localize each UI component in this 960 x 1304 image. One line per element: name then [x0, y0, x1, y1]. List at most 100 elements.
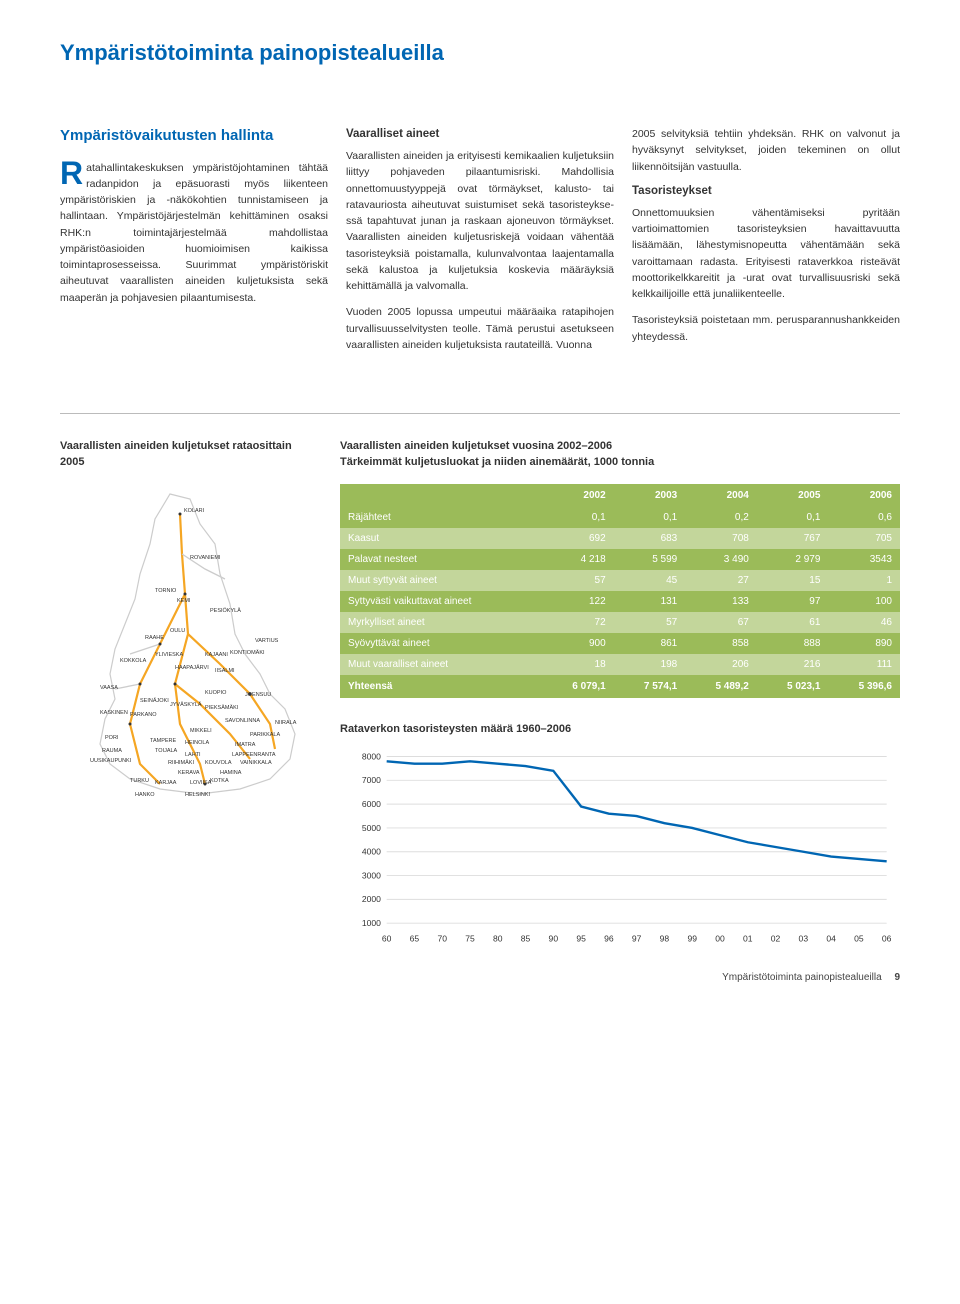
- svg-text:TORNIO: TORNIO: [155, 588, 177, 594]
- svg-text:LAHTI: LAHTI: [185, 752, 201, 758]
- svg-text:TAMPERE: TAMPERE: [150, 738, 177, 744]
- svg-text:96: 96: [604, 933, 614, 943]
- svg-text:KASKINEN: KASKINEN: [100, 710, 128, 716]
- svg-text:98: 98: [660, 933, 670, 943]
- table-header-cell: 2006: [828, 484, 900, 507]
- table-header-cell: 2004: [685, 484, 757, 507]
- svg-text:RAAHE: RAAHE: [145, 635, 164, 641]
- level-crossings-chart: 1000200030004000500060007000800060657075…: [340, 747, 900, 947]
- col3-p2: Onnettomuuksien vähentämiseksi pyritään …: [632, 205, 900, 303]
- svg-text:LAPPEENRANTA: LAPPEENRANTA: [232, 752, 276, 758]
- svg-text:OULU: OULU: [170, 628, 185, 634]
- svg-text:HANKO: HANKO: [135, 792, 155, 798]
- page-title: Ympäristötoiminta painopistealueilla: [60, 40, 900, 66]
- svg-text:NIIRALA: NIIRALA: [275, 720, 297, 726]
- col2-p2: Vuoden 2005 lopussa umpeutui määräaika r…: [346, 304, 614, 353]
- svg-text:KUOPIO: KUOPIO: [205, 690, 227, 696]
- svg-text:SEINÄJOKI: SEINÄJOKI: [140, 697, 169, 704]
- svg-text:KERAVA: KERAVA: [178, 770, 200, 776]
- table-row: Palavat nesteet4 2185 5993 4902 9793543: [340, 549, 900, 570]
- finland-map: KOLARI ROVANIEMI TORNIO KEMI PESIÖKYLÄ O…: [60, 484, 310, 804]
- transport-table: 20022003200420052006 Räjähteet0,10,10,20…: [340, 484, 900, 698]
- svg-text:8000: 8000: [362, 751, 381, 761]
- col1-p1: Ratahallintakeskuksen ympäristöjohtamine…: [60, 160, 328, 306]
- svg-text:KAJAANI: KAJAANI: [205, 652, 228, 658]
- table-header-cell: 2002: [542, 484, 614, 507]
- svg-text:1000: 1000: [362, 918, 381, 928]
- table-row: Räjähteet0,10,10,20,10,6: [340, 507, 900, 528]
- table-header-cell: [340, 484, 542, 507]
- table-row: Syövyttävät aineet900861858888890: [340, 633, 900, 654]
- svg-text:LOVIISA: LOVIISA: [190, 780, 212, 786]
- svg-text:RAUMA: RAUMA: [102, 748, 122, 754]
- table-row: Kaasut692683708767705: [340, 528, 900, 549]
- svg-text:85: 85: [521, 933, 531, 943]
- svg-text:06: 06: [882, 933, 892, 943]
- svg-text:75: 75: [465, 933, 475, 943]
- table-row: Muut vaaralliset aineet18198206216111: [340, 654, 900, 675]
- svg-text:JOENSUU: JOENSUU: [245, 692, 271, 698]
- svg-text:3000: 3000: [362, 870, 381, 880]
- svg-text:HELSINKI: HELSINKI: [185, 792, 211, 798]
- svg-text:KEMI: KEMI: [177, 598, 191, 604]
- column-2: Vaaralliset aineet Vaarallisten aineiden…: [346, 126, 614, 363]
- svg-text:04: 04: [826, 933, 836, 943]
- svg-text:IISALMI: IISALMI: [215, 668, 235, 674]
- col2-heading: Vaaralliset aineet: [346, 128, 614, 140]
- page-number: 9: [894, 972, 900, 983]
- svg-text:2000: 2000: [362, 894, 381, 904]
- intro-columns: Ympäristövaikutusten hallinta Ratahallin…: [60, 126, 900, 363]
- col3-heading: Tasoristeykset: [632, 185, 900, 197]
- svg-text:4000: 4000: [362, 847, 381, 857]
- svg-text:IMATRA: IMATRA: [235, 742, 256, 748]
- svg-text:KONTIOMÄKI: KONTIOMÄKI: [230, 649, 265, 656]
- svg-text:HAMINA: HAMINA: [220, 770, 242, 776]
- svg-text:HEINOLA: HEINOLA: [185, 740, 209, 746]
- svg-text:VAINIKKALA: VAINIKKALA: [240, 760, 272, 766]
- col2-p1: Vaarallisten aineiden ja erityisesti kem…: [346, 148, 614, 294]
- svg-text:KOLARI: KOLARI: [184, 508, 205, 514]
- page-footer: Ympäristötoiminta painopistealueilla 9: [60, 972, 900, 983]
- table-row: Myrkylliset aineet7257676146: [340, 612, 900, 633]
- footer-text: Ympäristötoiminta painopistealueilla: [722, 972, 882, 983]
- map-title: Vaarallisten aineiden kuljetukset rataos…: [60, 439, 310, 470]
- col3-p1: 2005 selvityksiä tehtiin yhdeksän. RHK o…: [632, 126, 900, 175]
- svg-text:KOUVOLA: KOUVOLA: [205, 760, 232, 766]
- svg-text:KOKKOLA: KOKKOLA: [120, 658, 147, 664]
- svg-text:KARJAA: KARJAA: [155, 780, 177, 786]
- svg-text:KOTKA: KOTKA: [210, 778, 229, 784]
- svg-text:ROVANIEMI: ROVANIEMI: [190, 555, 221, 561]
- svg-text:6000: 6000: [362, 799, 381, 809]
- svg-text:PESIÖKYLÄ: PESIÖKYLÄ: [210, 607, 241, 614]
- svg-text:97: 97: [632, 933, 642, 943]
- chart-title: Rataverkon tasoristeysten määrä 1960–200…: [340, 723, 900, 735]
- svg-text:99: 99: [687, 933, 697, 943]
- svg-text:TURKU: TURKU: [130, 778, 149, 784]
- svg-text:UUSIKAUPUNKI: UUSIKAUPUNKI: [90, 758, 132, 764]
- col3-p3: Tasoristeyksiä poistetaan mm. perusparan…: [632, 312, 900, 345]
- svg-text:YLIVIESKA: YLIVIESKA: [155, 652, 183, 658]
- table-row: Muut syttyvät aineet574527151: [340, 570, 900, 591]
- svg-text:JYVÄSKYLÄ: JYVÄSKYLÄ: [170, 701, 202, 708]
- svg-text:80: 80: [493, 933, 503, 943]
- svg-text:PARIKKALA: PARIKKALA: [250, 732, 280, 738]
- svg-text:7000: 7000: [362, 775, 381, 785]
- svg-text:95: 95: [576, 933, 586, 943]
- svg-text:VAASA: VAASA: [100, 685, 118, 691]
- svg-text:MIKKELI: MIKKELI: [190, 728, 212, 734]
- svg-text:03: 03: [799, 933, 809, 943]
- lower-section: Vaarallisten aineiden kuljetukset rataos…: [60, 439, 900, 952]
- svg-text:PARKANO: PARKANO: [130, 712, 157, 718]
- svg-text:05: 05: [854, 933, 864, 943]
- data-column: Vaarallisten aineiden kuljetukset vuosin…: [340, 439, 900, 952]
- svg-text:70: 70: [437, 933, 447, 943]
- table-title: Vaarallisten aineiden kuljetukset vuosin…: [340, 439, 900, 470]
- svg-text:65: 65: [410, 933, 420, 943]
- svg-text:TOIJALA: TOIJALA: [155, 748, 178, 754]
- table-row: Syttyvästi vaikuttavat aineet12213113397…: [340, 591, 900, 612]
- svg-text:RIIHIMÄKI: RIIHIMÄKI: [168, 759, 194, 766]
- table-header-cell: 2005: [757, 484, 829, 507]
- svg-text:PORI: PORI: [105, 735, 119, 741]
- svg-text:5000: 5000: [362, 823, 381, 833]
- table-header-cell: 2003: [614, 484, 686, 507]
